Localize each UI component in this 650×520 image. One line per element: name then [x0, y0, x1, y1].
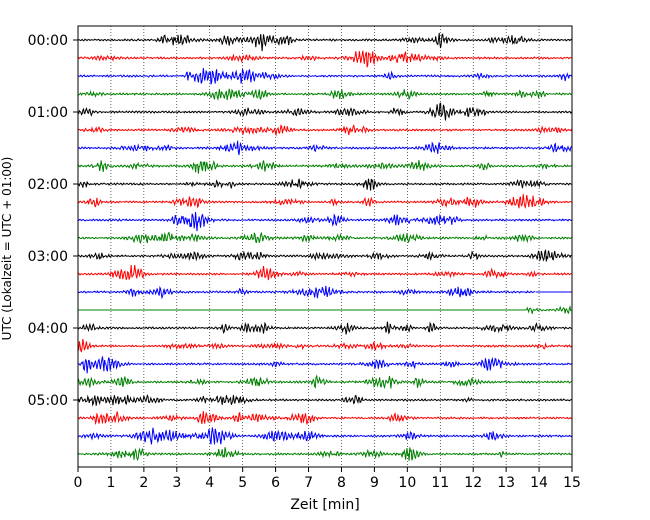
x-tick-label-6: 6: [271, 475, 280, 491]
x-tick-label-2: 2: [139, 475, 148, 491]
trace-row-9: [77, 194, 572, 210]
y-tick-label-1: 01:00: [28, 105, 68, 121]
y-tick-label-0: 00:00: [28, 33, 68, 49]
plot-frame: [77, 25, 573, 468]
trace-row-15: [525, 305, 572, 315]
trace-row-19: [77, 374, 572, 389]
seismogram-traces: [77, 32, 572, 461]
trace-row-18: [77, 356, 572, 374]
trace-row-7: [77, 159, 572, 174]
trace-row-14: [77, 285, 536, 300]
x-tick-label-14: 14: [530, 475, 548, 491]
trace-row-8: [77, 178, 572, 191]
x-tick-label-0: 0: [74, 475, 83, 491]
trace-row-17: [77, 339, 572, 353]
trace-row-4: [77, 102, 572, 121]
y-axis-label: UTC (Lokalzeit = UTC + 01:00): [0, 157, 14, 341]
x-tick-label-10: 10: [398, 475, 416, 491]
trace-row-10: [77, 212, 572, 232]
trace-row-1: [77, 50, 572, 68]
y-tick-label-4: 04:00: [28, 321, 68, 337]
trace-row-23: [77, 447, 572, 461]
trace-row-5: [77, 124, 572, 137]
trace-row-16: [77, 321, 572, 335]
x-tick-label-1: 1: [106, 475, 115, 491]
trace-row-0: [77, 32, 572, 52]
trace-row-20: [77, 394, 572, 407]
trace-row-11: [77, 231, 572, 244]
x-tick-label-3: 3: [172, 475, 181, 491]
x-axis-ticks: 0 1 2 3 4 5 6 7 8 9 10 11 12 13 14 15: [74, 467, 581, 491]
x-tick-label-8: 8: [337, 475, 346, 491]
y-axis-ticks: 00:00 01:00 02:00 03:00 04:00 05:00: [28, 33, 78, 409]
x-tick-label-4: 4: [205, 475, 214, 491]
x-tick-label-11: 11: [431, 475, 449, 491]
trace-row-6: [77, 140, 572, 156]
trace-row-12: [77, 249, 572, 262]
x-tick-label-15: 15: [563, 475, 581, 491]
x-tick-label-5: 5: [238, 475, 247, 491]
x-axis-label: Zeit [min]: [290, 497, 359, 513]
y-tick-label-3: 03:00: [28, 249, 68, 265]
trace-row-3: [77, 88, 572, 101]
x-tick-label-7: 7: [304, 475, 313, 491]
trace-row-21: [77, 411, 572, 426]
x-tick-label-13: 13: [497, 475, 515, 491]
trace-row-22: [77, 427, 572, 445]
y-tick-label-5: 05:00: [28, 393, 68, 409]
y-tick-label-2: 02:00: [28, 177, 68, 193]
trace-row-2: [77, 68, 572, 85]
x-tick-label-12: 12: [464, 475, 482, 491]
trace-row-13: [77, 265, 572, 281]
x-tick-label-9: 9: [370, 475, 379, 491]
